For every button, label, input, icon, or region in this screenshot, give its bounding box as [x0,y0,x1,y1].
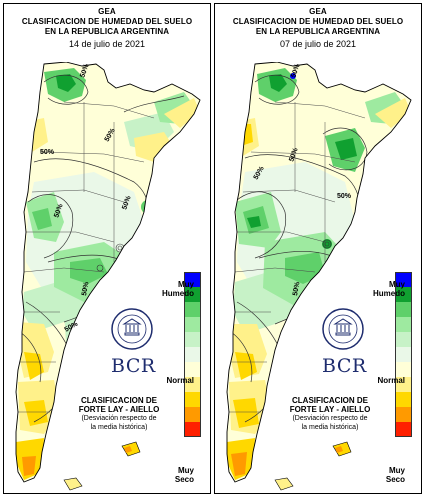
contour-label: 50% [290,62,302,78]
bcr-seal-logo [111,308,153,350]
legend-swatch [395,392,412,407]
legend-swatch [395,362,412,377]
title-gea: GEA [309,7,327,16]
legend-swatch [395,272,412,287]
contour-label: 50% [337,193,352,200]
contour-label: 50% [81,281,90,297]
bcr-seal-logo [322,308,364,350]
legend-swatch [395,407,412,422]
contour-label: 50% [292,281,301,297]
legend-swatch [184,287,201,302]
legend-swatch [395,317,412,332]
legend-swatch [184,317,201,332]
legend-label-muy-humedo: Muy Humedo [162,280,194,298]
map-panel-14-julio: GEA CLASIFICACION DE HUMEDAD DEL SUELO E… [3,3,211,494]
contour-label: 50% [40,149,55,156]
legend-swatch [395,287,412,302]
legend-swatch [395,332,412,347]
legend-label-muy-seco: Muy Seco [174,466,194,484]
color-scale-legend [395,272,413,437]
legend-label-normal: Normal [166,376,194,385]
title-gea: GEA [98,7,116,16]
legend-swatch [395,377,412,392]
map-date: 07 de julio de 2021 [279,39,357,49]
legend-swatch [184,332,201,347]
bcr-logo-text: BCR [111,355,156,377]
legend-swatch [184,422,201,437]
title-clasificacion: CLASIFICACION DE HUMEDAD DEL SUELO [232,17,404,26]
color-scale-legend [184,272,202,437]
contour-label: 50% [79,62,91,78]
legend-swatch [184,377,201,392]
legend-label-muy-seco: Muy Seco [385,466,405,484]
title-republica: EN LA REPUBLICA ARGENTINA [255,27,381,36]
contour-label: 50% [288,146,300,162]
legend-swatch [184,347,201,362]
title-republica: EN LA REPUBLICA ARGENTINA [44,27,170,36]
bcr-logo-text: BCR [322,355,367,377]
legend-swatch [184,362,201,377]
title-clasificacion: CLASIFICACION DE HUMEDAD DEL SUELO [21,17,193,26]
map-panel-07-julio: GEA CLASIFICACION DE HUMEDAD DEL SUELO E… [214,3,422,494]
legend-swatch [395,347,412,362]
panel-title: GEA CLASIFICACION DE HUMEDAD DEL SUELO E… [215,7,421,50]
legend-swatch [184,407,201,422]
soil-moisture-map: 50% 50% 50% 50% 50% [226,62,412,491]
legend-label-muy-humedo: Muy Humedo [373,280,405,298]
legend-swatch [184,272,201,287]
classification-info: CLASIFICACION DE FORTE LAY - AIELLO (Des… [78,396,160,431]
legend-swatch [184,302,201,317]
legend-swatch [395,302,412,317]
contour-label: 50% [53,202,65,218]
panel-title: GEA CLASIFICACION DE HUMEDAD DEL SUELO E… [4,7,210,50]
contour-label: 50% [121,194,133,210]
map-date: 14 de julio de 2021 [68,39,146,49]
legend-swatch [395,422,412,437]
legend-swatch [184,392,201,407]
legend-label-normal: Normal [377,376,405,385]
soil-moisture-map: 50% 50% 50% 50% 50% 50% 50% [15,62,201,491]
classification-info: CLASIFICACION DE FORTE LAY - AIELLO (Des… [289,396,371,431]
